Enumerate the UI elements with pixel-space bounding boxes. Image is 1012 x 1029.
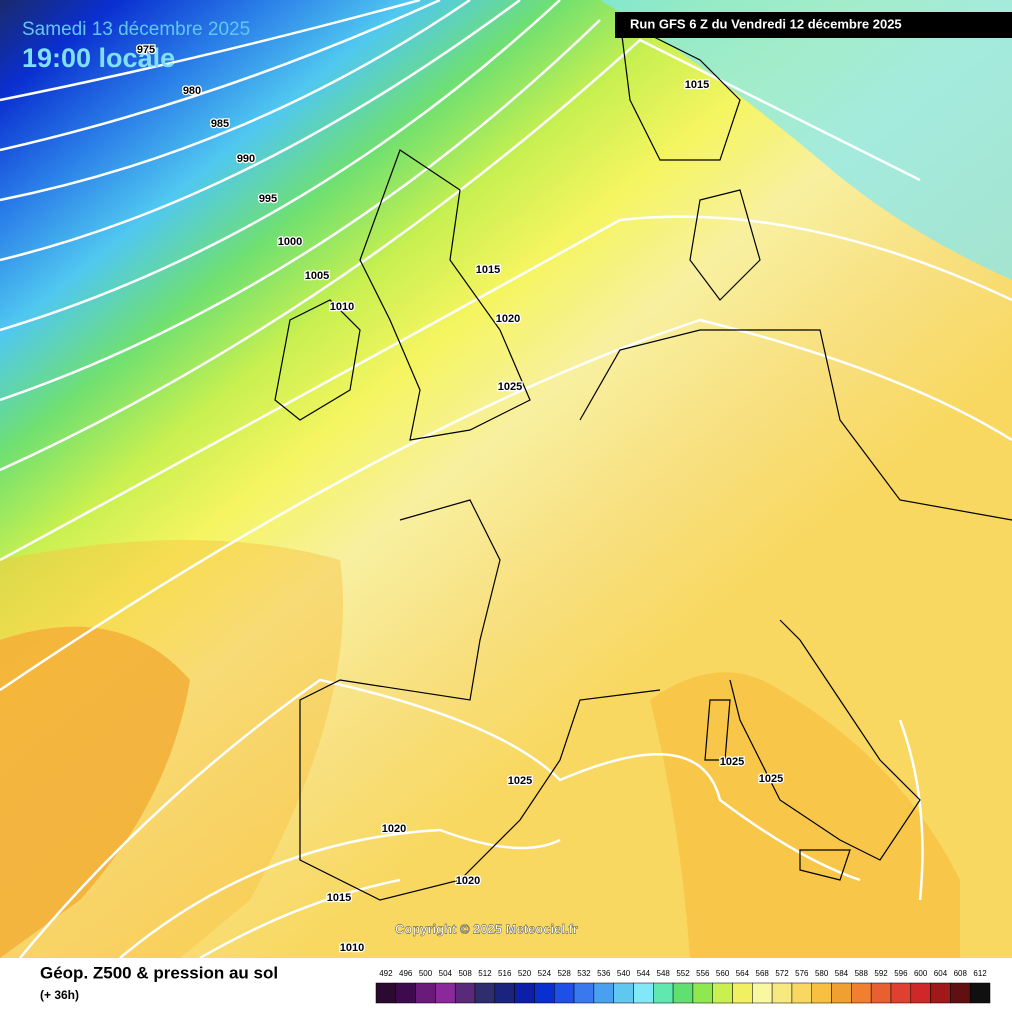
isobar-label: 1025 [498, 381, 522, 393]
color-swatch [791, 982, 812, 1004]
isobars [0, 0, 1012, 958]
isobar-label: 995 [259, 193, 277, 205]
isobar-label: 1010 [340, 942, 364, 954]
isobar-label: 990 [237, 153, 255, 165]
color-swatch [831, 982, 852, 1004]
color-swatch [890, 982, 912, 1004]
coastlines [274, 18, 1012, 901]
time-label: 19:00 locale [22, 43, 175, 73]
scale-label: 556 [696, 969, 710, 978]
scale-label: 520 [518, 969, 532, 978]
color-swatch [771, 982, 793, 1004]
isobar-label: 1015 [685, 79, 709, 91]
color-swatch [910, 982, 931, 1004]
run-label: Run GFS 6 Z du Vendredi 12 décembre 2025 [630, 16, 902, 31]
scale-label: 588 [855, 969, 869, 978]
color-swatch [534, 982, 555, 1004]
scale-label: 504 [439, 969, 453, 978]
scale-label: 528 [557, 969, 571, 978]
isobar-label: 1020 [496, 313, 520, 325]
scale-label: 548 [657, 969, 671, 978]
cold-air-area [600, 0, 1012, 280]
color-swatch [415, 982, 436, 1004]
scale-label: 552 [676, 969, 690, 978]
warm-area [0, 540, 344, 958]
run-banner [615, 12, 1012, 38]
color-swatch [633, 982, 654, 1004]
isobar-label: 975 [137, 44, 155, 56]
color-swatch [435, 982, 456, 1004]
color-swatch [573, 982, 595, 1004]
color-swatch [375, 982, 397, 1004]
scale-label: 564 [736, 969, 750, 978]
date-label: Samedi 13 décembre 2025 [22, 19, 250, 40]
scale-label: 576 [795, 969, 809, 978]
isobar-label: 985 [211, 118, 229, 130]
color-swatch [593, 982, 614, 1004]
scale-label: 536 [597, 969, 611, 978]
legend-subtitle: (+ 36h) [40, 988, 79, 1002]
scale-label: 596 [894, 969, 908, 978]
isobar-label: 1025 [720, 756, 744, 768]
color-swatch [851, 982, 872, 1004]
scale-label: 584 [835, 969, 849, 978]
isobar-label: 1025 [508, 775, 532, 787]
scale-label: 508 [458, 969, 472, 978]
scale-label: 544 [637, 969, 651, 978]
isobar-label: 1005 [305, 270, 329, 282]
scale-label: 512 [478, 969, 492, 978]
warm-area [0, 626, 190, 958]
color-swatch [930, 982, 951, 1004]
scale-label: 612 [973, 969, 987, 978]
color-swatch [613, 982, 634, 1004]
scale-label: 592 [874, 969, 888, 978]
color-swatch [811, 982, 832, 1004]
color-swatch [672, 982, 694, 1004]
legend-title: Géop. Z500 & pression au sol [40, 963, 278, 982]
scale-label: 604 [934, 969, 948, 978]
color-swatch [692, 982, 713, 1004]
isobar-label: 1000 [278, 236, 302, 248]
color-swatch [454, 982, 476, 1004]
scale-label: 608 [954, 969, 968, 978]
scale-label: 524 [538, 969, 552, 978]
isobar-label: 1020 [382, 823, 406, 835]
color-swatch [494, 982, 515, 1004]
scale-label: 540 [617, 969, 631, 978]
color-swatch [752, 982, 773, 1004]
color-swatch [514, 982, 535, 1004]
color-swatch [969, 982, 991, 1004]
color-swatch [474, 982, 496, 1004]
color-swatch [950, 982, 971, 1004]
copyright: Copyright © 2025 Meteociel.fr [395, 921, 578, 936]
isobar-label: 1025 [759, 773, 783, 785]
isobar-label: 1015 [476, 264, 500, 276]
scale-label: 568 [756, 969, 770, 978]
scale-label: 580 [815, 969, 829, 978]
color-swatch [712, 982, 733, 1004]
scale-label: 560 [716, 969, 730, 978]
isobar-label: 1010 [330, 301, 354, 313]
color-swatch [870, 982, 892, 1004]
color-swatch [653, 982, 674, 1004]
scale-label: 492 [379, 969, 393, 978]
isobar-label: 1020 [456, 875, 480, 887]
scale-label: 572 [775, 969, 789, 978]
scale-label: 496 [399, 969, 413, 978]
color-swatch [395, 982, 416, 1004]
color-swatch [732, 982, 753, 1004]
scale-label: 516 [498, 969, 512, 978]
scale-label: 500 [419, 969, 433, 978]
warm-area [650, 672, 960, 958]
isobar-label: 980 [183, 85, 201, 97]
scale-label: 600 [914, 969, 928, 978]
isobar-label: 1015 [327, 892, 351, 904]
color-swatch [554, 982, 575, 1004]
scale-label: 532 [577, 969, 591, 978]
